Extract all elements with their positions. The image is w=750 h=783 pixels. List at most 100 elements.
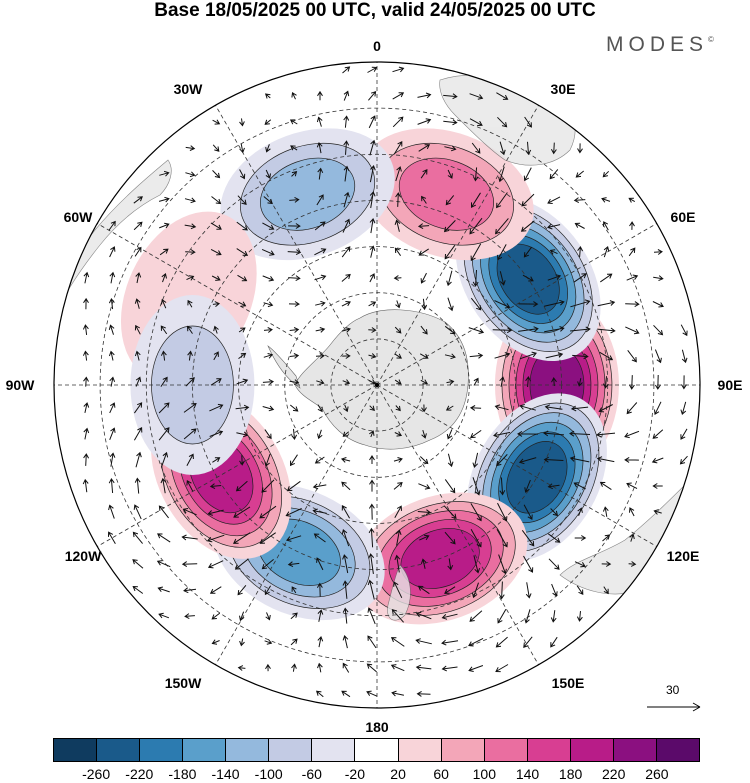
- wind-arrow: [523, 636, 533, 648]
- wind-arrow: [394, 247, 402, 256]
- wind-arrow: [525, 582, 532, 599]
- wind-arrow: [161, 298, 167, 309]
- wind-arrow: [493, 431, 511, 438]
- wind-arrow: [417, 585, 430, 595]
- wind-arrow: [680, 428, 688, 440]
- wind-arrow: [159, 170, 170, 177]
- wind-arrow: [418, 144, 431, 152]
- wind-arrow: [444, 586, 456, 594]
- wind-arrow: [572, 353, 589, 360]
- wind-arrow: [470, 243, 482, 262]
- wind-arrow: [287, 561, 300, 568]
- wind-arrow: [446, 270, 453, 287]
- wind-arrow: [574, 535, 587, 541]
- wind-arrow: [135, 376, 142, 387]
- wind-arrow: [159, 222, 170, 229]
- wind-arrow: [444, 531, 456, 545]
- wind-arrow: [109, 271, 116, 284]
- wind-arrow: [446, 429, 453, 440]
- wind-arrow: [469, 352, 484, 359]
- wind-arrow: [417, 118, 432, 125]
- wind-arrow: [316, 379, 325, 385]
- wind-arrow: [470, 429, 482, 439]
- wind-arrow: [603, 586, 609, 595]
- wind-arrow: [239, 611, 245, 622]
- meridian-line: [376, 105, 539, 386]
- wind-arrow: [369, 479, 375, 492]
- wind-arrow: [602, 506, 609, 517]
- colorbar-tick-label: -180: [168, 766, 197, 782]
- wind-arrow: [499, 141, 506, 156]
- wind-arrow: [369, 405, 375, 411]
- wind-arrow: [239, 638, 245, 647]
- wind-arrow: [444, 245, 456, 260]
- colorbar-tick-label: 180: [558, 766, 583, 782]
- wind-arrow: [134, 477, 141, 494]
- wind-arrow: [393, 481, 403, 490]
- wind-arrow: [236, 221, 248, 231]
- wind-arrow: [497, 608, 507, 624]
- wind-arrow: [369, 273, 375, 283]
- wind-arrow: [444, 353, 456, 360]
- colorbar-swatch-14: [613, 739, 657, 761]
- wind-arrow: [312, 483, 327, 490]
- wind-arrow: [343, 115, 350, 128]
- wind-arrow: [133, 402, 143, 414]
- wind-arrow: [184, 223, 197, 230]
- colorbar-swatch-2: [97, 739, 141, 761]
- wind-arrow: [132, 585, 144, 594]
- wind-arrow: [472, 477, 481, 496]
- wind-arrow: [262, 405, 275, 412]
- wind-arrow: [496, 454, 508, 467]
- wind-arrow: [652, 429, 664, 439]
- wind-arrow: [415, 638, 432, 645]
- wind-arrow: [343, 165, 350, 182]
- wind-arrow: [394, 431, 403, 437]
- colorbar-swatch-12: [527, 739, 571, 761]
- wind-arrow: [445, 195, 455, 206]
- wind-arrow: [547, 196, 561, 204]
- wind-arrow: [206, 534, 225, 543]
- wind-arrow: [495, 636, 508, 648]
- wind-arrow: [599, 351, 614, 361]
- wind-arrow: [291, 428, 298, 441]
- wind-arrow: [417, 223, 430, 230]
- wind-arrow: [368, 301, 377, 307]
- wind-arrow: [472, 452, 479, 469]
- wind-arrow: [626, 482, 638, 489]
- wind-arrow: [570, 405, 589, 412]
- wind-arrow: [233, 506, 251, 518]
- wind-arrow: [341, 246, 351, 258]
- wind-arrow: [285, 507, 302, 517]
- wind-arrow: [264, 93, 271, 99]
- wind-arrow: [134, 324, 141, 335]
- wind-arrow: [654, 374, 661, 390]
- wind-arrow: [211, 639, 220, 645]
- antarctic-peninsula: [267, 345, 301, 389]
- wind-arrow: [341, 504, 351, 519]
- wind-arrow: [524, 116, 532, 128]
- wind-arrow: [498, 554, 507, 575]
- wind-arrow: [341, 690, 351, 698]
- wind-arrow: [369, 455, 375, 464]
- wind-arrow: [239, 143, 245, 154]
- wind-arrow: [468, 665, 484, 672]
- wind-arrow: [133, 221, 143, 231]
- wind-arrow: [417, 92, 432, 99]
- brand-text: MODES: [606, 33, 709, 56]
- wind-arrow: [342, 353, 351, 359]
- wind-arrow: [444, 479, 456, 494]
- wind-arrow: [342, 662, 350, 673]
- colorbar-tick-label: 60: [433, 766, 449, 782]
- wind-arrow: [134, 298, 141, 309]
- wind-arrow: [209, 430, 224, 437]
- wind-arrow: [213, 325, 219, 334]
- wind-arrow: [317, 404, 323, 413]
- wind-arrow: [109, 427, 116, 440]
- wind-arrow: [628, 247, 636, 257]
- wind-arrow: [420, 558, 427, 569]
- wind-arrow: [368, 115, 376, 129]
- wind-arrow: [235, 480, 248, 492]
- wind-arrow: [470, 529, 482, 548]
- colorbar-swatch-10: [441, 739, 485, 761]
